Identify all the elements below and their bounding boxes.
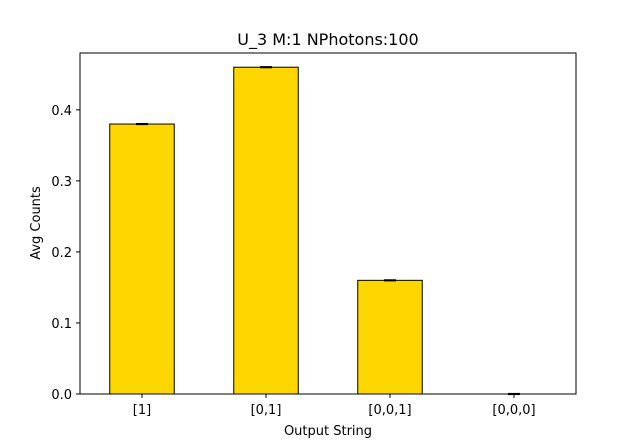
x-tick-label: [0,1] xyxy=(251,403,282,418)
error-bars-layer xyxy=(136,66,520,396)
y-tick-label: 0.0 xyxy=(51,388,72,403)
y-tick-label: 0.3 xyxy=(51,175,72,190)
x-tick-label: [0,0,1] xyxy=(368,403,411,418)
x-axis-label: Output String xyxy=(284,424,372,439)
y-tick-label: 0.4 xyxy=(51,104,72,119)
plot-frame xyxy=(79,52,577,395)
y-axis-label: Avg Counts xyxy=(29,186,44,260)
x-tick-label: [1] xyxy=(133,403,151,418)
y-tick-label: 0.1 xyxy=(51,317,72,332)
bar xyxy=(109,123,175,395)
x-axis: [1] [0,1] [0,0,1] [0,0,0] xyxy=(133,394,536,418)
bars-layer xyxy=(109,66,423,395)
y-axis: 0.0 0.1 0.2 0.3 0.4 xyxy=(51,104,80,403)
chart-title: U_3 M:1 NPhotons:100 xyxy=(237,30,418,50)
x-tick-label: [0,0,0] xyxy=(492,403,535,418)
y-tick-label: 0.2 xyxy=(51,246,72,261)
bar xyxy=(357,279,423,395)
bar xyxy=(233,66,299,395)
